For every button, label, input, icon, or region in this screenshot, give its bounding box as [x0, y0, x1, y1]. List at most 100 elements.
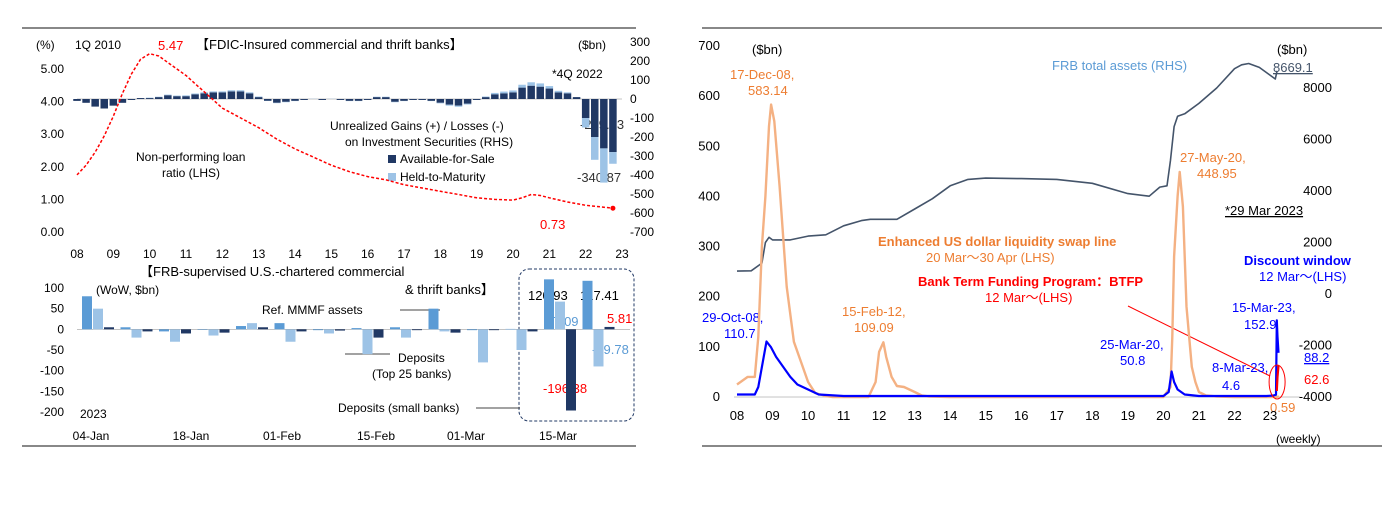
htm-bar	[255, 97, 263, 98]
legend-htm-label: Held-to-Maturity	[400, 170, 485, 184]
afs-bar	[282, 99, 290, 102]
y-tick-bottom: -150	[40, 384, 64, 398]
afs-bar	[246, 93, 254, 99]
y-tick-bottom: -200	[40, 405, 64, 419]
right-panel: ($bn) ($bn) FRB total assets (RHS) 8669.…	[692, 0, 1384, 502]
afs-bar	[600, 99, 608, 148]
afs-bar	[437, 99, 445, 103]
y-right-tick: 8000	[1303, 80, 1332, 95]
htm-bar	[173, 96, 181, 97]
y-left-tick: 600	[698, 88, 720, 103]
afs-bar	[101, 99, 109, 109]
x-tick-top: 12	[216, 247, 230, 261]
x-tick: 20	[1156, 408, 1170, 423]
deposits-small-bar	[489, 329, 499, 330]
htm-bar	[246, 92, 254, 93]
afs-bar	[564, 93, 572, 99]
afs-bar	[273, 99, 281, 103]
x-tick-top: 21	[543, 247, 557, 261]
x-tick-top: 15	[325, 247, 339, 261]
mmmf-bar	[544, 279, 554, 329]
afs-bar	[509, 92, 517, 99]
htm-bar	[482, 97, 490, 98]
deposits-small-bar	[412, 329, 422, 330]
afs-bar	[200, 93, 208, 99]
x-tick-top: 17	[397, 247, 411, 261]
y-right-tick-top: 200	[630, 54, 650, 68]
htm-bar	[491, 93, 499, 94]
deposits-top25-bar	[478, 329, 488, 362]
swap-peak1-date: 17-Dec-08,	[730, 67, 794, 82]
htm-bar	[164, 95, 172, 96]
swap-peak2-val: 109.09	[854, 320, 894, 335]
htm-bar	[455, 106, 463, 107]
npl-end-marker	[610, 206, 615, 211]
deposits-small-bar	[181, 329, 191, 333]
afs-bar	[191, 94, 199, 99]
deposits-top25-bar	[363, 329, 373, 354]
x-tick: 13	[907, 408, 921, 423]
deposits-top25-bar	[286, 329, 296, 341]
htm-bar	[564, 92, 572, 93]
y-tick-bottom: -50	[47, 343, 65, 357]
y-left-tick-top: 5.00	[41, 62, 65, 76]
mmmf-bar	[236, 326, 246, 329]
x-tick-bottom: 01-Mar	[447, 429, 485, 443]
y-right-tick: 4000	[1303, 183, 1332, 198]
afs-bar	[400, 99, 408, 101]
afs-bar	[164, 95, 172, 99]
legend-title-1: Unrealized Gains (+) / Losses (-)	[330, 119, 504, 133]
afs-bar	[219, 92, 227, 99]
x-tick: 21	[1192, 408, 1206, 423]
npl-label-1: Non-performing loan	[136, 150, 245, 164]
afs-bar	[446, 99, 454, 105]
mmmf-bar	[198, 329, 208, 330]
afs-bar	[591, 99, 599, 137]
left-panel: (%) 1Q 2010 5.47 【FDIC-Insured commercia…	[0, 0, 690, 502]
deposits-small-bar	[258, 327, 268, 329]
total-end-label: -340.87	[577, 170, 621, 185]
x-tick: 17	[1050, 408, 1064, 423]
y-left-tick: 300	[698, 239, 720, 254]
afs-bar	[73, 99, 81, 101]
afs-bar	[319, 99, 327, 100]
afs-bar	[382, 97, 390, 99]
afs-bar	[264, 99, 272, 101]
y-left-tick: 0	[713, 389, 720, 404]
deposits-small-bar	[528, 329, 538, 331]
btfp-title: Bank Term Funding Program：BTFP	[918, 274, 1143, 289]
x-tick-top: 08	[70, 247, 84, 261]
legend-afs-swatch	[388, 155, 396, 163]
mmmf-bar	[352, 328, 362, 329]
x-tick: 22	[1227, 408, 1241, 423]
mmmf-bar	[506, 329, 516, 330]
x-tick-top: 10	[143, 247, 157, 261]
y-right-tick: -2000	[1299, 338, 1332, 353]
afs-bar	[182, 96, 190, 99]
x-tick: 18	[1085, 408, 1099, 423]
mmmf-annotation: Ref. MMMF assets	[262, 303, 363, 317]
bottom-chart-title: 【FRB-supervised U.S.-chartered commercia…	[140, 264, 405, 279]
x-tick-bottom: 04-Jan	[73, 429, 110, 443]
deposits-small-bar	[220, 329, 230, 332]
mmmf-bar	[583, 281, 593, 330]
htm-bar	[237, 90, 245, 91]
y-right-tick-top: -500	[630, 187, 654, 201]
dw-title: Discount window	[1244, 253, 1352, 268]
y-right-tick-top: -100	[630, 111, 654, 125]
small-value-2: 5.81	[607, 311, 632, 326]
mmmf-bar	[390, 327, 400, 329]
top-right-unit: ($bn)	[578, 38, 606, 52]
afs-bar	[146, 98, 154, 99]
mmmf-bar	[121, 327, 131, 329]
deposits-top25-bar	[517, 329, 527, 350]
afs-bar	[255, 97, 263, 99]
y-tick-bottom: 100	[44, 281, 64, 295]
dw-peak3-date: 15-Mar-23,	[1232, 300, 1296, 315]
afs-bar	[155, 97, 163, 99]
deposits-top25-bar	[324, 329, 334, 333]
afs-bar	[609, 99, 617, 152]
afs-bar	[482, 97, 490, 99]
afs-bar	[110, 99, 118, 106]
btfp-end-val: 62.6	[1304, 372, 1329, 387]
